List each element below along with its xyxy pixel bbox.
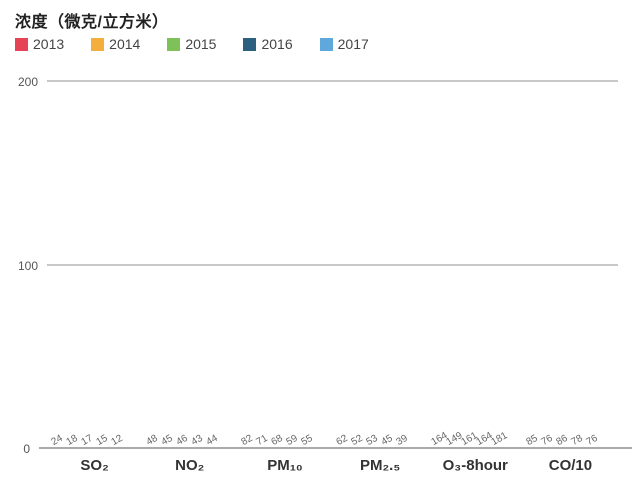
- bar-group: 82 71 68 59 55 PM₁₀: [237, 82, 332, 474]
- chart-title: 浓度（微克/立方米）: [15, 14, 169, 31]
- category-label: PM₁₀: [267, 457, 303, 474]
- category-label: O₃-8hour: [442, 457, 508, 474]
- x-axis-line: 0: [23, 442, 632, 456]
- bar-value-label: 82: [239, 432, 255, 448]
- legend-item-2015[interactable]: 2015: [167, 36, 216, 52]
- bar-group: 85 76 86 78 76 CO/10: [523, 82, 618, 474]
- legend-swatch-icon: [243, 37, 257, 51]
- bar-value-label: 17: [79, 432, 95, 448]
- y-tick-label-100: 100: [17, 258, 38, 273]
- legend-label: 2015: [185, 36, 217, 52]
- legend: 2013 2014 2015 2016 2017: [15, 36, 369, 52]
- bar-value-label: 78: [569, 432, 586, 448]
- bar-value-label: 76: [539, 432, 556, 448]
- bar-value-label: 85: [524, 432, 541, 448]
- bar-value-label: 52: [349, 432, 365, 448]
- bar-value-label: 48: [144, 432, 160, 448]
- bar-value-label: 68: [269, 432, 285, 448]
- bar-value-label: 43: [189, 432, 205, 448]
- bar-value-label: 86: [554, 432, 571, 448]
- legend-item-2017[interactable]: 2017: [319, 36, 369, 52]
- y-tick-label-200: 200: [17, 75, 38, 89]
- bar-value-label: 181: [489, 430, 510, 448]
- category-label: PM₂.₅: [359, 457, 401, 474]
- bar-value-label: 12: [109, 432, 125, 448]
- category-label: NO₂: [175, 457, 205, 474]
- legend-label: 2017: [337, 36, 369, 52]
- bar-value-label: 18: [64, 432, 80, 448]
- legend-swatch-icon: [319, 37, 333, 51]
- legend-swatch-icon: [15, 37, 28, 51]
- legend-swatch-icon: [167, 37, 181, 51]
- legend-item-2014[interactable]: 2014: [91, 36, 140, 52]
- gridline-100: 100: [18, 259, 618, 273]
- bar-value-label: 45: [159, 432, 175, 448]
- legend-item-2016[interactable]: 2016: [243, 36, 293, 52]
- bar-value-label: 24: [49, 432, 65, 448]
- legend-item-2013[interactable]: 2013: [15, 36, 64, 52]
- y-tick-label-0: 0: [23, 442, 30, 456]
- bar-value-label: 44: [204, 432, 220, 448]
- bar-group: 48 45 46 43 44 NO₂: [142, 82, 237, 474]
- bar-value-label: 55: [299, 432, 315, 448]
- bar-value-label: 76: [584, 432, 601, 448]
- legend-label: 2016: [261, 36, 293, 52]
- bar-value-label: 53: [364, 432, 380, 448]
- bar-group: 24 18 17 15 12 SO₂: [47, 82, 142, 474]
- category-label: SO₂: [80, 457, 109, 474]
- bar-value-label: 71: [254, 432, 270, 448]
- bar-groups: 24 18 17 15 12 SO₂ 48 45 46 43 44 NO₂ 82 71 68 59 55 PM₁₀…: [47, 82, 618, 474]
- plot-area: 0 100 200 24 18 17 15 12 SO₂ 48 45 46 43 44 NO₂ 82 71 68…: [18, 75, 632, 474]
- legend-swatch-icon: [91, 37, 105, 51]
- category-label: CO/10: [548, 457, 593, 474]
- bar-group: 62 52 53 45 39 PM₂.₅: [333, 82, 428, 474]
- bar-value-label: 46: [174, 432, 190, 448]
- bar-value-label: 59: [284, 432, 300, 448]
- gridline-200: 200: [18, 75, 618, 89]
- legend-label: 2014: [109, 36, 141, 52]
- bar-value-label: 62: [334, 432, 350, 448]
- bar-value-label: 39: [394, 432, 410, 448]
- legend-label: 2013: [33, 36, 65, 52]
- bar-group: 164 149 161 164 181 O₃-8hour: [428, 82, 523, 474]
- bar-value-label: 15: [94, 432, 110, 448]
- bar-value-label: 45: [379, 432, 395, 448]
